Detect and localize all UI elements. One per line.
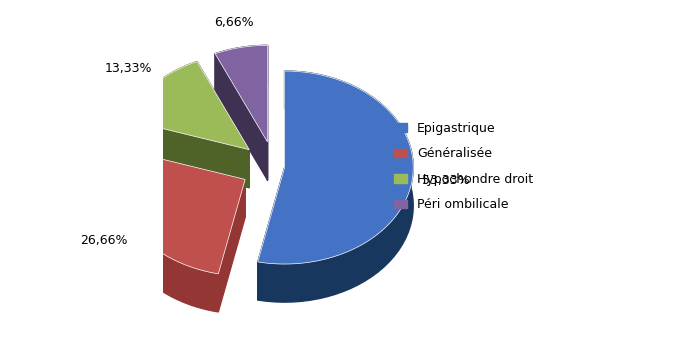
Polygon shape	[257, 168, 285, 300]
Polygon shape	[127, 120, 249, 188]
Polygon shape	[215, 54, 268, 180]
Text: 26,66%: 26,66%	[80, 234, 128, 247]
Text: 6,66%: 6,66%	[214, 16, 253, 29]
Polygon shape	[127, 61, 249, 150]
Polygon shape	[127, 61, 197, 158]
Text: 53,33%: 53,33%	[422, 174, 470, 187]
Polygon shape	[215, 45, 268, 142]
Polygon shape	[215, 45, 268, 92]
Legend: Epigastrique, Généralisée, Hypochondre droit, Péri ombilicale: Epigastrique, Généralisée, Hypochondre d…	[390, 117, 538, 217]
Polygon shape	[116, 150, 219, 312]
Polygon shape	[257, 71, 413, 264]
Polygon shape	[257, 71, 413, 302]
Polygon shape	[219, 179, 245, 312]
Polygon shape	[197, 61, 249, 188]
Polygon shape	[116, 150, 245, 274]
Text: 13,33%: 13,33%	[105, 62, 153, 75]
Polygon shape	[123, 150, 245, 218]
